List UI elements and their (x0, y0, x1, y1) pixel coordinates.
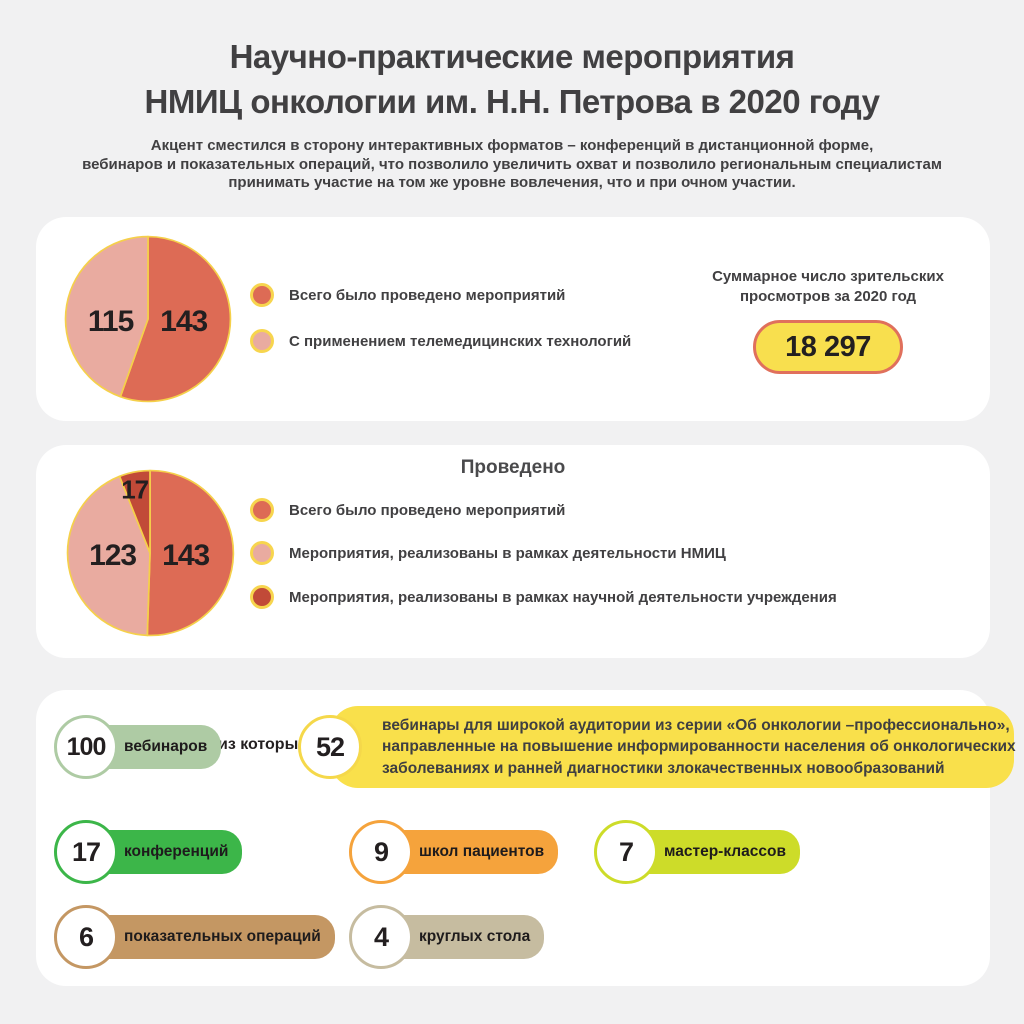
subtitle-line: вебинаров и показательных операций, что … (82, 155, 942, 173)
legend-item-total: Всего было проведено мероприятий (250, 283, 565, 307)
stat-webinars: 100 вебинаров (54, 715, 222, 779)
stat-highlight-count: 52 (298, 715, 362, 779)
pie2-slice-total (146, 469, 235, 637)
page-subtitle: Акцент сместился в сторону интерактивных… (0, 137, 1024, 193)
page-title-line2: НМИЦ онкологии им. Н.Н. Петрова в 2020 г… (144, 83, 880, 120)
views-label-line1: Суммарное число зрительских (712, 268, 944, 285)
pie2-slice-nmic (66, 475, 151, 637)
legend-label-total: Всего было проведено мероприятий (289, 286, 566, 304)
pie1-slice-telemedicine (64, 235, 149, 398)
card-conducted: Проведено 17 123 143 Всего было проведен… (36, 445, 990, 658)
pie-chart-total-events: 115 143 (63, 234, 233, 404)
legend-item-telemedicine: С применением телемедицинских технологий (250, 329, 631, 353)
pie2-value-scientific: 17 (121, 474, 149, 505)
card-conducted-title: Проведено (460, 457, 566, 478)
stat-demo-operations: 6 показательных операций (54, 905, 335, 969)
pie1-value-total: 143 (160, 305, 208, 339)
stat-master-classes: 7 мастер-классов (594, 820, 800, 884)
legend-dot-total (250, 498, 274, 522)
highlight-note: вебинары для широкой аудитории из серии … (330, 706, 1016, 788)
stat-demo-operations-label: показательных операций (86, 915, 335, 959)
views-count-badge: 18 297 (753, 320, 903, 374)
page-title: Научно-практические мероприятия НМИЦ онк… (0, 34, 1024, 124)
stat-webinars-count: 100 (54, 715, 118, 779)
subtitle-line: Акцент сместился в сторону интерактивных… (150, 137, 874, 154)
stat-highlight-webinars: 52 вебинары для широкой аудитории из сер… (298, 706, 1016, 788)
page-header: Научно-практические мероприятия НМИЦ онк… (0, 0, 1024, 193)
legend-dot-nmic (250, 541, 274, 565)
legend-item-total: Всего было проведено мероприятий (250, 498, 565, 522)
stat-round-tables: 4 круглых стола (349, 905, 545, 969)
pie-chart-conducted: 17 123 143 (65, 468, 235, 638)
pie2-value-total: 143 (162, 539, 210, 573)
legend-label-telemedicine: С применением телемедицинских технологий (289, 332, 632, 350)
subtitle-line: принимать участие на том же уровне вовле… (228, 174, 796, 191)
highlight-note-line: направленные на повышение информированно… (382, 738, 1016, 756)
legend-item-scientific: Мероприятия, реализованы в рамках научно… (250, 585, 837, 609)
highlight-note-line: заболеваниях и ранней диагностики злокач… (382, 759, 945, 777)
stat-round-tables-count: 4 (349, 905, 413, 969)
stat-master-classes-count: 7 (594, 820, 658, 884)
views-label: Суммарное число зрительских просмотров з… (683, 267, 973, 307)
pie-chart-svg (66, 469, 235, 637)
pie2-slice-scientific (118, 469, 151, 554)
stat-patient-schools-count: 9 (349, 820, 413, 884)
views-label-line2: просмотров за 2020 год (739, 288, 917, 305)
legend-item-nmic: Мероприятия, реализованы в рамках деятел… (250, 541, 726, 565)
stat-patient-schools: 9 школ пациентов (349, 820, 559, 884)
stat-conferences: 17 конференций (54, 820, 243, 884)
card-total-events: 115 143 Всего было проведено мероприятий… (36, 217, 990, 421)
pie1-value-telemedicine: 115 (87, 305, 134, 339)
legend-dot-scientific (250, 585, 274, 609)
stat-demo-operations-count: 6 (54, 905, 118, 969)
page-title-line1: Научно-практические мероприятия (229, 38, 795, 75)
highlight-note-line: вебинары для широкой аудитории из серии … (382, 716, 1010, 734)
legend-label-nmic: Мероприятия, реализованы в рамках деятел… (289, 544, 726, 562)
stat-conferences-count: 17 (54, 820, 118, 884)
legend-label-total: Всего было проведено мероприятий (289, 501, 566, 519)
pie2-value-nmic: 123 (89, 539, 137, 573)
legend-dot-telemedicine (250, 329, 274, 353)
pie-chart-svg (64, 235, 232, 403)
pie1-slice-total (119, 235, 232, 403)
card-event-stats: 100 вебинаров из которых 52 вебинары для… (36, 690, 1016, 986)
views-summary: Суммарное число зрительских просмотров з… (683, 267, 973, 374)
legend-label-scientific: Мероприятия, реализованы в рамках научно… (289, 588, 837, 606)
connector-text: из которых (218, 736, 308, 753)
legend-dot-total (250, 283, 274, 307)
